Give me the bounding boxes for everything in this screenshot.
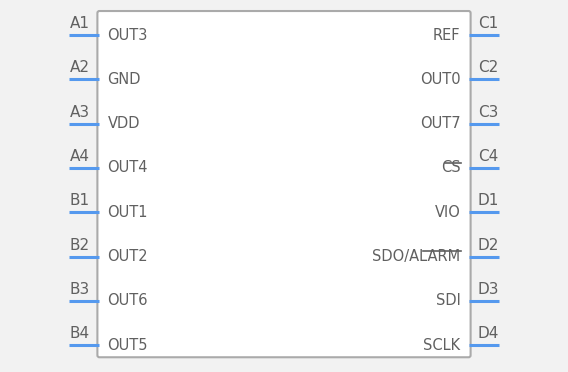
Text: D2: D2 — [478, 238, 499, 253]
Text: D3: D3 — [477, 282, 499, 297]
Text: B2: B2 — [70, 238, 90, 253]
Text: C3: C3 — [478, 105, 498, 120]
Text: OUT0: OUT0 — [420, 72, 461, 87]
Text: VDD: VDD — [107, 116, 140, 131]
Text: OUT5: OUT5 — [107, 338, 148, 353]
Text: B3: B3 — [70, 282, 90, 297]
Text: OUT7: OUT7 — [420, 116, 461, 131]
Text: VIO: VIO — [435, 205, 461, 220]
Text: A3: A3 — [70, 105, 90, 120]
Text: GND: GND — [107, 72, 141, 87]
Text: D1: D1 — [478, 193, 499, 208]
Text: OUT1: OUT1 — [107, 205, 148, 220]
Text: A1: A1 — [70, 16, 90, 31]
Text: A4: A4 — [70, 149, 90, 164]
Text: C1: C1 — [478, 16, 498, 31]
Text: OUT4: OUT4 — [107, 160, 148, 176]
FancyBboxPatch shape — [97, 11, 471, 357]
Text: OUT6: OUT6 — [107, 294, 148, 308]
Text: OUT2: OUT2 — [107, 249, 148, 264]
Text: SCLK: SCLK — [424, 338, 461, 353]
Text: SDI: SDI — [436, 294, 461, 308]
Text: B4: B4 — [70, 326, 90, 341]
Text: B1: B1 — [70, 193, 90, 208]
Text: C4: C4 — [478, 149, 498, 164]
Text: REF: REF — [433, 28, 461, 42]
Text: A2: A2 — [70, 60, 90, 76]
Text: D4: D4 — [478, 326, 499, 341]
Text: CS: CS — [441, 160, 461, 176]
Text: C2: C2 — [478, 60, 498, 76]
Text: SDO/ALARM: SDO/ALARM — [373, 249, 461, 264]
Text: OUT3: OUT3 — [107, 28, 148, 42]
